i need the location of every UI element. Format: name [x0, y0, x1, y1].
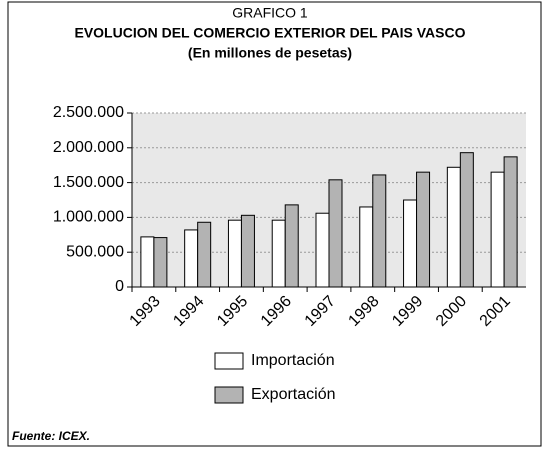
x-tick-label: 2000 [433, 293, 470, 330]
bar [328, 179, 343, 288]
x-tick-label: 1994 [170, 293, 207, 330]
bar [403, 199, 418, 288]
bar [197, 221, 212, 288]
frame [7, 1, 542, 447]
y-tick-label: 2.000.000 [53, 139, 124, 156]
bar [227, 219, 242, 288]
bar [315, 212, 330, 288]
bar [490, 171, 505, 288]
bar [153, 237, 168, 288]
x-tick-label: 2001 [477, 293, 514, 330]
bar [140, 236, 155, 288]
x-tick-label: 1995 [214, 293, 251, 330]
source-note: Fuente: ICEX. [12, 429, 90, 443]
bar [446, 166, 461, 288]
bar [459, 152, 474, 288]
x-tick-label: 1998 [345, 293, 382, 330]
bar [359, 206, 374, 288]
x-tick-label: 1997 [302, 293, 339, 330]
y-tick-label: 1.000.000 [53, 209, 124, 226]
legend-swatch [214, 352, 244, 370]
bar [284, 204, 299, 288]
y-tick-label: 500.000 [66, 243, 124, 260]
bar [240, 214, 255, 288]
legend-label: Exportación [251, 386, 336, 403]
y-tick-label: 0 [115, 278, 124, 295]
legend-swatch [214, 386, 244, 404]
bar [503, 156, 518, 288]
y-tick-label: 1.500.000 [53, 174, 124, 191]
x-tick-label: 1996 [258, 293, 295, 330]
bar [372, 174, 387, 288]
x-tick-label: 1993 [127, 293, 164, 330]
bar [184, 229, 199, 288]
bar [271, 219, 286, 288]
chart-subtitle: (En millones de pesetas) [188, 45, 352, 61]
bar [416, 171, 431, 288]
chart-supertitle: GRAFICO 1 [232, 5, 308, 21]
chart-title: EVOLUCION DEL COMERCIO EXTERIOR DEL PAIS… [74, 25, 465, 41]
legend-label: Importación [251, 352, 335, 369]
x-tick-label: 1999 [389, 293, 426, 330]
y-tick-label: 2.500.000 [53, 104, 124, 121]
